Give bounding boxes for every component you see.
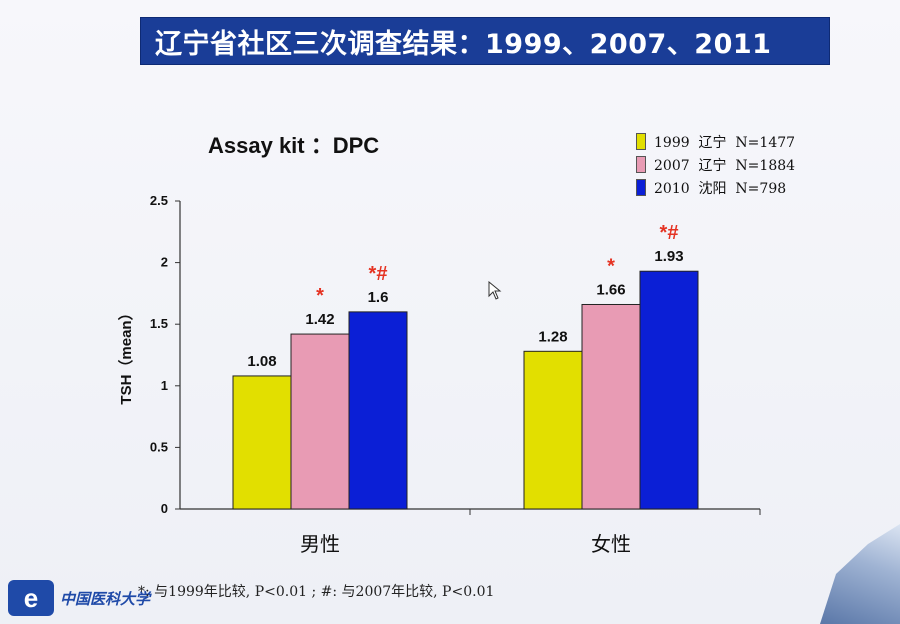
y-axis-label: TSH（mean） [117, 305, 135, 404]
significance-mark: *# [369, 263, 388, 285]
bar [290, 333, 350, 510]
category-label: 男性 [300, 532, 340, 556]
category-label: 女性 [591, 532, 631, 556]
legend-swatch-1999 [636, 133, 646, 150]
legend-swatch-2007 [636, 156, 646, 173]
data-label: 1.66 [596, 281, 625, 298]
footnote: *: 与1999年比较, P<0.01 ; #: 与2007年比较, P<0.0… [138, 584, 495, 600]
legend-item: 2010 沈阳 N=798 [636, 176, 795, 199]
slide-title-banner: 辽宁省社区三次调查结果：1999、2007、2011 [140, 17, 830, 65]
y-tick-label: 1.5 [150, 316, 168, 331]
y-tick-label: 0.5 [150, 439, 168, 454]
data-label: 1.42 [305, 311, 334, 328]
y-tick-label: 2.5 [150, 193, 168, 208]
chart-subtitle: Assay kit ：DPC [208, 133, 380, 158]
legend-item: 1999 辽宁 N=1477 [636, 130, 795, 153]
logo-text: 中国医科大学 [60, 589, 151, 608]
significance-mark: * [607, 255, 615, 277]
significance-mark: *# [660, 222, 679, 244]
legend-swatch-2010 [636, 179, 646, 196]
bar [523, 350, 583, 510]
bar [639, 270, 699, 510]
y-tick-label: 0 [161, 501, 168, 516]
y-tick-label: 1 [161, 378, 168, 393]
data-label: 1.08 [247, 353, 276, 370]
university-logo: e 中国医科大学 [8, 580, 150, 616]
bar [232, 375, 292, 510]
mouse-cursor-icon [488, 281, 502, 300]
significance-mark: * [316, 285, 324, 307]
bar [348, 311, 408, 510]
data-label: 1.28 [538, 328, 567, 345]
legend-label: 2010 沈阳 N=798 [654, 180, 787, 197]
bar [581, 303, 641, 510]
data-label: 1.93 [654, 248, 683, 265]
logo-mark: e [8, 580, 54, 616]
chart-legend: 1999 辽宁 N=1477 2007 辽宁 N=1884 2010 沈阳 N=… [636, 130, 795, 199]
legend-item: 2007 辽宁 N=1884 [636, 153, 795, 176]
data-label: 1.6 [368, 289, 389, 306]
y-tick-label: 2 [161, 255, 168, 270]
legend-label: 2007 辽宁 N=1884 [654, 157, 796, 174]
slide-title: 辽宁省社区三次调查结果：1999、2007、2011 [155, 28, 772, 60]
legend-label: 1999 辽宁 N=1477 [654, 134, 796, 151]
